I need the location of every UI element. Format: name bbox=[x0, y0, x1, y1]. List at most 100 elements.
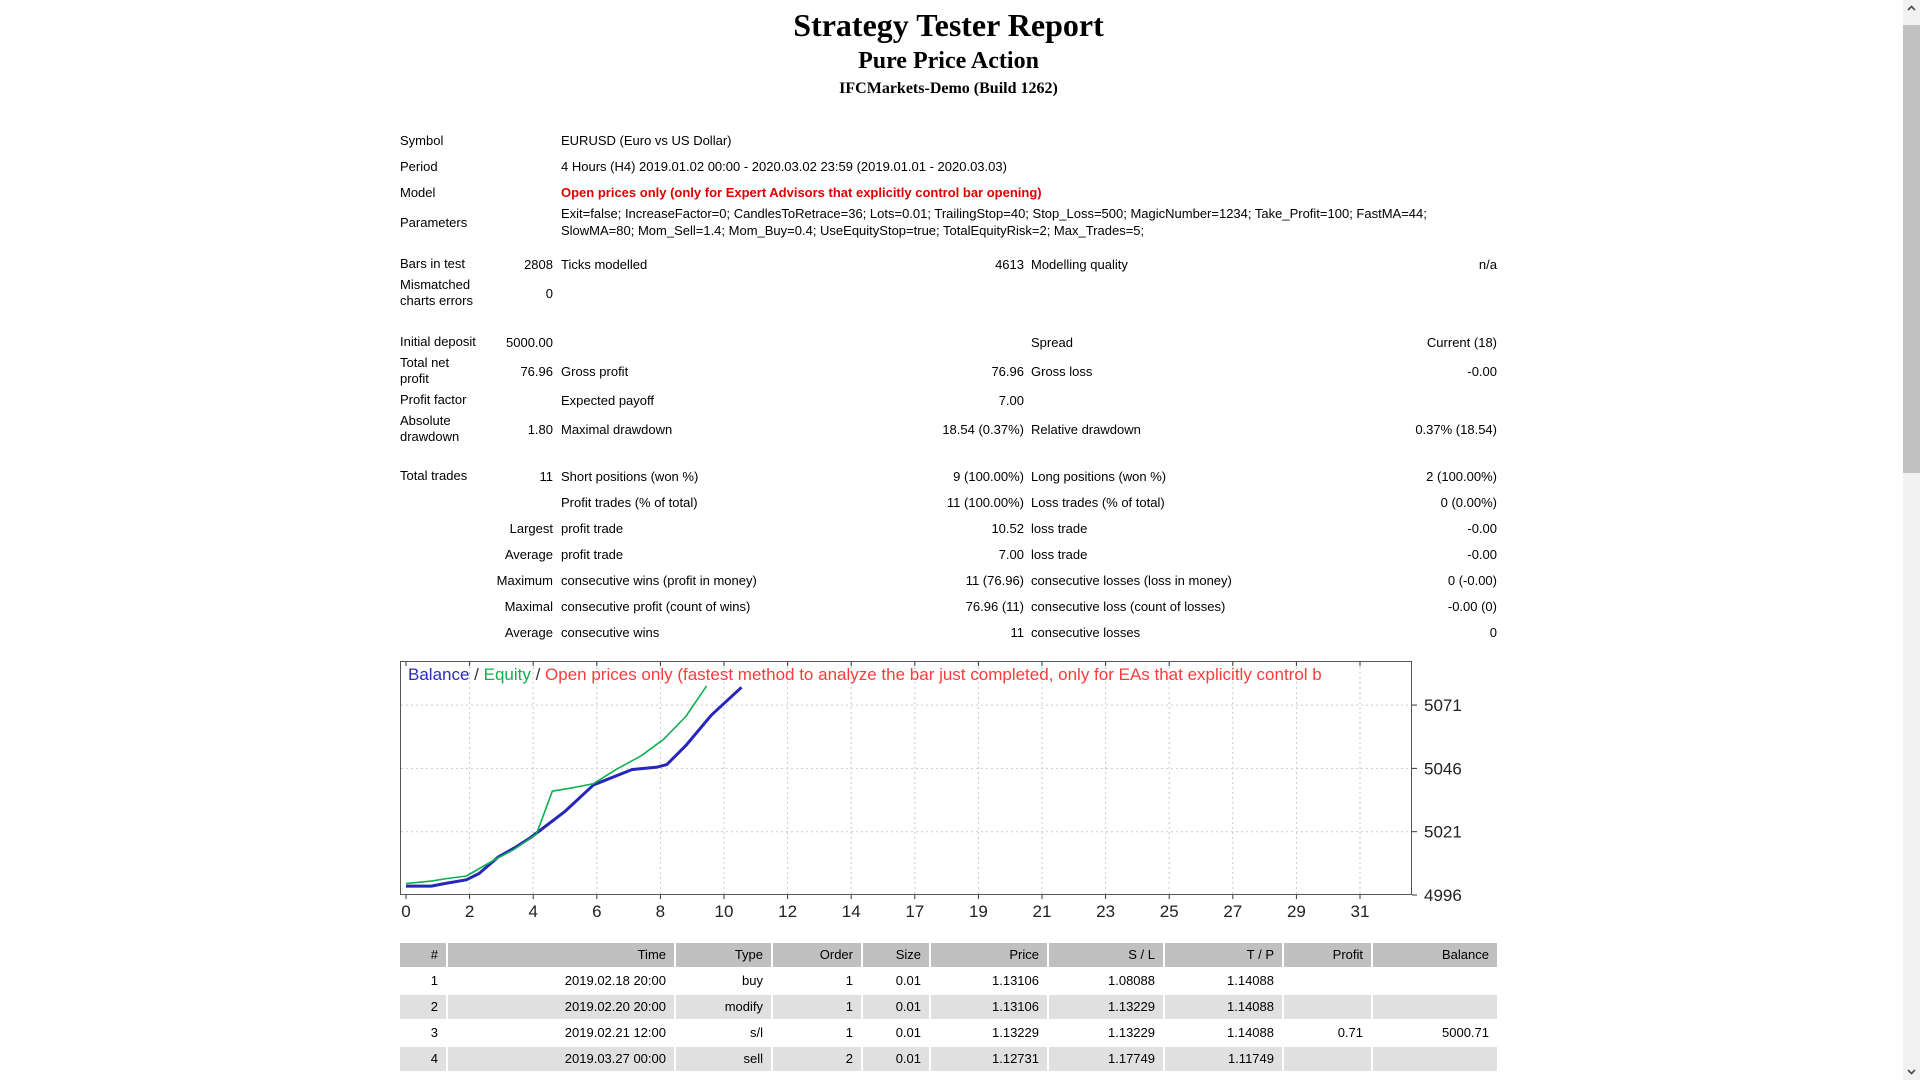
trade-cell: 2019.03.27 00:00 bbox=[448, 1047, 674, 1071]
trade-cell: 1.13106 bbox=[931, 969, 1047, 993]
stat-label: Total trades bbox=[400, 468, 468, 483]
report-server: IFCMarkets-Demo (Build 1262) bbox=[839, 80, 1058, 97]
stat-value: 7.00 bbox=[998, 546, 1024, 562]
x-axis-tick-label: 0 bbox=[401, 902, 410, 921]
trade-header-cell: Price bbox=[931, 943, 1047, 967]
stat-value: 7.00 bbox=[998, 392, 1024, 408]
stat-value: -0.00 bbox=[1467, 363, 1497, 379]
trade-cell bbox=[1373, 995, 1497, 1019]
stat-label: Loss trades (% of total) bbox=[1031, 494, 1165, 510]
x-axis-tick-label: 2 bbox=[465, 902, 474, 921]
chart-border bbox=[400, 661, 1412, 895]
trade-cell: 2 bbox=[773, 1047, 861, 1071]
stat-value: n/a bbox=[1478, 256, 1497, 272]
stat-label: profit trade bbox=[561, 546, 624, 562]
stat-value: 76.96 bbox=[991, 363, 1024, 379]
stat-label: consecutive profit (count of wins) bbox=[561, 598, 751, 614]
chart-canvas: 0 2 4 6 8 10 12 14 17 19 21 23 25 27 29 31 5071 5046 5021 4… bbox=[400, 660, 1462, 921]
stats-row: Absolute drawdown 1.80 Maximal drawdown 18.… bbox=[400, 413, 1497, 445]
stat-label: Bars in test bbox=[400, 256, 466, 271]
chevron-up-icon bbox=[1907, 5, 1916, 11]
stat-value: 0.37% (18.54) bbox=[1415, 421, 1497, 437]
trade-cell: 1 bbox=[773, 1021, 861, 1045]
stat-label: Profit factor bbox=[400, 392, 467, 407]
info-label: Symbol bbox=[400, 132, 444, 148]
stat-label: Maximal drawdown bbox=[561, 421, 673, 437]
scroll-down-button[interactable] bbox=[1903, 1063, 1920, 1080]
trade-cell: 0.01 bbox=[863, 1021, 929, 1045]
stats-row: Profit trades (% of total) 11 (100.00%) Lo… bbox=[400, 489, 1497, 515]
scroll-up-button[interactable] bbox=[1903, 0, 1920, 17]
trade-cell: 1.17749 bbox=[1049, 1047, 1163, 1071]
stat-label: Relative drawdown bbox=[1031, 421, 1141, 437]
chart-legend: Balance / Equity / Open prices only (fas… bbox=[408, 665, 1408, 685]
trade-cell: 1.13106 bbox=[931, 995, 1047, 1019]
trade-cell bbox=[1284, 1047, 1371, 1071]
info-value: EURUSD (Euro vs US Dollar) bbox=[561, 132, 732, 148]
stat-label: consecutive wins bbox=[561, 624, 660, 640]
stats-table: Bars in test 2808 Ticks modelled 4613 Modell… bbox=[400, 251, 1497, 645]
stat-value: 0 (-0.00) bbox=[1447, 572, 1497, 588]
stats-row: Mismatched charts errors 0 bbox=[400, 277, 1497, 309]
trade-cell: 3 bbox=[400, 1021, 446, 1045]
trade-header-cell: Type bbox=[676, 943, 771, 967]
info-value: 4 Hours (H4) 2019.01.02 00:00 - 2020.03.… bbox=[561, 158, 1007, 174]
legend-model-text: Open prices only (fastest method to anal… bbox=[545, 665, 1322, 684]
trade-cell: 1.13229 bbox=[1049, 995, 1163, 1019]
stat-label: consecutive loss (count of losses) bbox=[1031, 598, 1226, 614]
report-title: Strategy Tester Report bbox=[793, 7, 1104, 43]
stats-row: Profit factor Expected payoff 7.00 bbox=[400, 387, 1497, 413]
x-axis-tick-label: 10 bbox=[715, 902, 734, 921]
trade-cell: 1.14088 bbox=[1165, 1021, 1282, 1045]
y-axis-tick-label: 5071 bbox=[1424, 696, 1462, 715]
trade-cell bbox=[1373, 969, 1497, 993]
x-axis-tick-label: 29 bbox=[1287, 902, 1306, 921]
x-axis-tick-label: 8 bbox=[656, 902, 665, 921]
vertical-scrollbar[interactable] bbox=[1903, 0, 1920, 1080]
trade-header-cell: Order bbox=[773, 943, 861, 967]
info-value: Exit=false; IncreaseFactor=0; CandlesToR… bbox=[561, 206, 1427, 238]
stat-value: 0 bbox=[1489, 624, 1497, 640]
stat-label: Total net profit bbox=[400, 355, 450, 386]
info-value: Open prices only (only for Expert Adviso… bbox=[561, 184, 1042, 200]
trade-cell: 0.01 bbox=[863, 995, 929, 1019]
legend-separator: / bbox=[469, 665, 484, 684]
x-axis-tick-label: 25 bbox=[1160, 902, 1179, 921]
trade-cell: 1.12731 bbox=[931, 1047, 1047, 1071]
legend-equity-label: Equity bbox=[483, 665, 531, 684]
stat-label: Gross profit bbox=[561, 363, 629, 379]
stat-label: loss trade bbox=[1031, 520, 1088, 536]
x-axis-tick-label: 6 bbox=[592, 902, 601, 921]
trade-cell bbox=[1284, 969, 1371, 993]
stat-value: Maximal bbox=[504, 598, 553, 614]
legend-balance-label: Balance bbox=[408, 665, 470, 684]
trade-cell: 1.13229 bbox=[931, 1021, 1047, 1045]
trade-cell: 1.14088 bbox=[1165, 969, 1282, 993]
trade-cell: sell bbox=[676, 1047, 771, 1071]
stat-label: Mismatched charts errors bbox=[400, 277, 473, 308]
legend-separator: / bbox=[530, 665, 546, 684]
report-page: Strategy Tester Report Pure Price Action… bbox=[400, 6, 1497, 1071]
stats-row: Bars in test 2808 Ticks modelled 4613 Modell… bbox=[400, 251, 1497, 277]
trade-cell: 1 bbox=[400, 969, 446, 993]
stat-value: Average bbox=[504, 624, 553, 640]
stat-value: 76.96 (11) bbox=[965, 598, 1024, 614]
x-axis-tick-label: 27 bbox=[1223, 902, 1242, 921]
stat-label: loss trade bbox=[1031, 546, 1088, 562]
balance-line bbox=[406, 686, 743, 888]
stats-row: Average profit trade 7.00 loss trade -0.00 bbox=[400, 541, 1497, 567]
stat-value: 11 (100.00%) bbox=[946, 494, 1024, 510]
trade-header-cell: Balance bbox=[1373, 943, 1497, 967]
stat-value: 11 bbox=[1010, 624, 1025, 640]
stat-label: Profit trades (% of total) bbox=[561, 494, 698, 510]
trade-cell: 1.08088 bbox=[1049, 969, 1163, 993]
info-label: Parameters bbox=[400, 214, 468, 230]
equity-line bbox=[405, 685, 708, 885]
report-subtitle: Pure Price Action bbox=[858, 48, 1039, 74]
x-axis-tick-label: 19 bbox=[969, 902, 988, 921]
x-axis-tick-label: 23 bbox=[1096, 902, 1115, 921]
x-axis-tick-label: 4 bbox=[528, 902, 537, 921]
scrollbar-thumb[interactable] bbox=[1903, 25, 1920, 473]
stat-label: profit trade bbox=[561, 520, 624, 536]
